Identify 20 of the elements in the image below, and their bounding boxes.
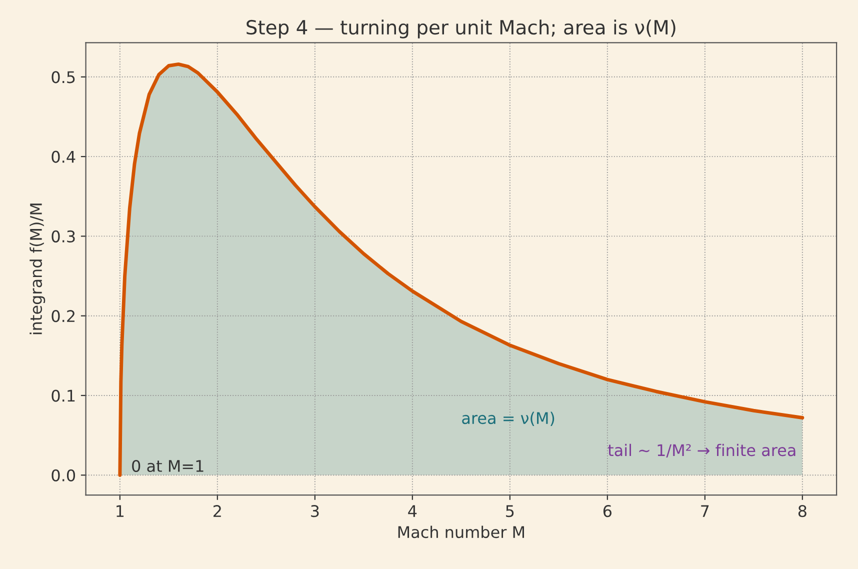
y-axis-title: integrand f(M)/M: [30, 204, 46, 334]
annotation: area = ν(M): [462, 412, 554, 426]
x-tick-label: 7: [701, 505, 709, 517]
y-tick-label: 0.0: [52, 469, 76, 482]
y-tick-label: 0.2: [52, 310, 74, 322]
y-tick-label: 0.1: [52, 390, 75, 402]
x-tick-label: 8: [798, 505, 806, 518]
annotation: 0 at M=1: [132, 460, 204, 472]
y-tick-label: 0.5: [52, 71, 75, 84]
x-tick-label: 1: [116, 505, 124, 517]
x-tick-label: 4: [408, 505, 417, 517]
x-tick-label: 3: [311, 505, 319, 518]
chart-title: Step 4 — turning per unit Mach; area is ν(M): [246, 20, 676, 38]
x-tick-label: 5: [506, 505, 514, 518]
x-tick-label: 2: [214, 505, 221, 517]
annotation: tail ~ 1/M² → finite area: [608, 444, 796, 458]
y-tick-label: 0.3: [52, 230, 75, 242]
y-tick-label: 0.4: [52, 150, 76, 163]
x-axis-title: Mach number M: [398, 526, 524, 538]
x-tick-label: 6: [603, 505, 612, 518]
